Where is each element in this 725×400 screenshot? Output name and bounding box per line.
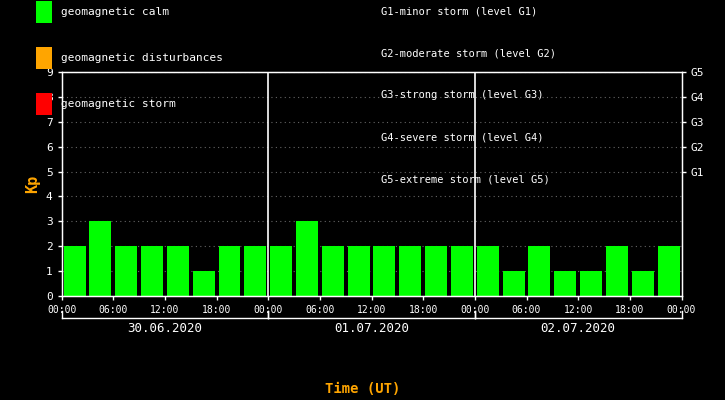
Text: G5-extreme storm (level G5): G5-extreme storm (level G5) [381,174,550,184]
Bar [64,246,86,296]
Text: G4-severe storm (level G4): G4-severe storm (level G4) [381,132,543,142]
Bar [115,246,137,296]
Bar [167,246,188,296]
Bar [322,246,344,296]
Bar [451,246,473,296]
Text: 02.07.2020: 02.07.2020 [541,322,616,335]
Bar [373,246,395,296]
Text: G1-minor storm (level G1): G1-minor storm (level G1) [381,6,537,16]
Bar [399,246,421,296]
Bar [218,246,241,296]
Bar [631,271,654,296]
Bar [141,246,163,296]
Bar [555,271,576,296]
Bar [244,246,266,296]
Bar [477,246,499,296]
Bar [193,271,215,296]
Text: G2-moderate storm (level G2): G2-moderate storm (level G2) [381,48,555,58]
Bar [270,246,292,296]
Bar [658,246,679,296]
Bar [425,246,447,296]
Text: 01.07.2020: 01.07.2020 [334,322,409,335]
Bar [296,221,318,296]
Text: geomagnetic disturbances: geomagnetic disturbances [61,53,223,63]
Bar [580,271,602,296]
Text: 30.06.2020: 30.06.2020 [128,322,202,335]
Bar [502,271,525,296]
Bar [606,246,628,296]
Y-axis label: Kp: Kp [25,175,41,193]
Text: Time (UT): Time (UT) [325,382,400,396]
Text: G3-strong storm (level G3): G3-strong storm (level G3) [381,90,543,100]
Bar [89,221,112,296]
Text: geomagnetic storm: geomagnetic storm [61,99,175,109]
Bar [529,246,550,296]
Bar [348,246,370,296]
Text: geomagnetic calm: geomagnetic calm [61,7,169,17]
